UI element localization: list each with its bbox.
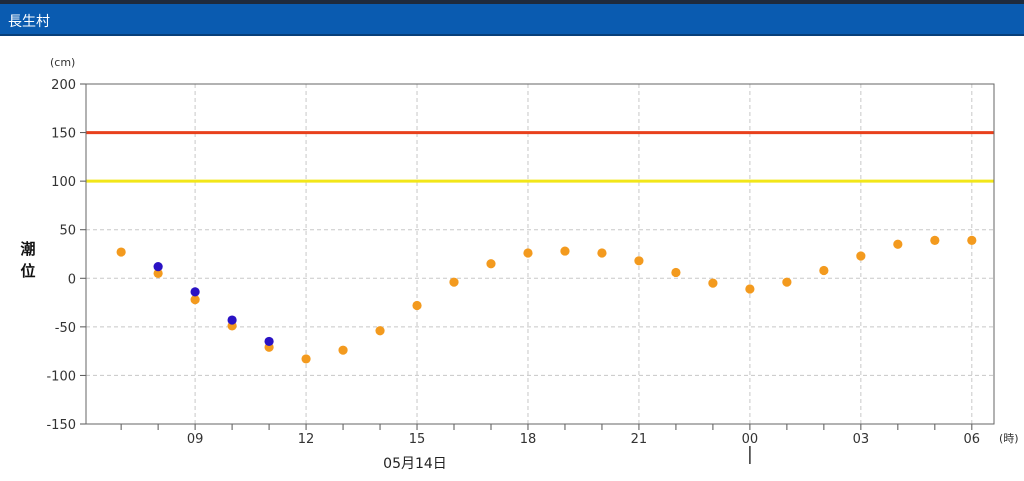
data-point (338, 345, 348, 355)
date-label: 05月14日 (383, 456, 447, 472)
x-tick-label: 15 (409, 432, 426, 447)
reference-lines (86, 131, 994, 183)
data-point (153, 262, 163, 272)
data-point (671, 267, 681, 278)
axis-labels: 200 150 100 50 0 -50 -100 -150 09 12 15 18 21 00 03 06 (… (20, 56, 1018, 472)
y-unit-label: (cm) (50, 56, 75, 69)
data-point (560, 246, 570, 256)
header-bar: 長生村 (0, 0, 1024, 36)
y-tick-label: 150 (51, 127, 76, 142)
data-point (523, 248, 533, 258)
data-point (930, 235, 940, 245)
data-point (819, 265, 829, 276)
y-tick-label: -150 (46, 418, 76, 433)
axes (80, 83, 995, 464)
data-point (893, 239, 903, 249)
x-tick-label: 03 (853, 432, 870, 447)
data-point (597, 248, 607, 258)
data-point (856, 251, 866, 261)
data-point (967, 235, 977, 245)
data-point (190, 295, 200, 305)
y-axis-title: 潮 (20, 240, 35, 258)
x-tick-label: 00 (742, 432, 759, 447)
y-tick-label: -50 (55, 321, 76, 336)
data-point (375, 326, 385, 336)
data-point (634, 256, 644, 266)
data-point (486, 259, 496, 269)
y-axis-title: 位 (20, 262, 35, 280)
x-unit-label: (時) (999, 432, 1019, 445)
y-tick-label: 50 (59, 224, 76, 239)
y-tick-label: 100 (51, 175, 76, 190)
data-point (412, 300, 422, 311)
data-point (264, 336, 274, 347)
data-point (227, 315, 237, 325)
data-point (745, 284, 755, 294)
x-tick-label: 12 (298, 432, 315, 447)
y-tick-label: 0 (68, 272, 76, 287)
data-point (301, 354, 311, 364)
y-tick-label: -100 (46, 369, 76, 384)
data-points (116, 235, 977, 364)
x-tick-label: 18 (520, 432, 537, 447)
x-tick-label: 09 (187, 432, 204, 447)
data-point (708, 278, 718, 288)
x-tick-label: 06 (964, 432, 981, 447)
data-point (449, 277, 459, 287)
plot-frame (85, 83, 995, 425)
y-tick-label: 200 (51, 78, 76, 93)
data-point (153, 268, 163, 279)
data-point (190, 287, 200, 297)
x-tick-label: 21 (631, 432, 648, 447)
location-title: 長生村 (8, 14, 50, 30)
data-point (782, 277, 792, 287)
data-point (116, 247, 126, 257)
